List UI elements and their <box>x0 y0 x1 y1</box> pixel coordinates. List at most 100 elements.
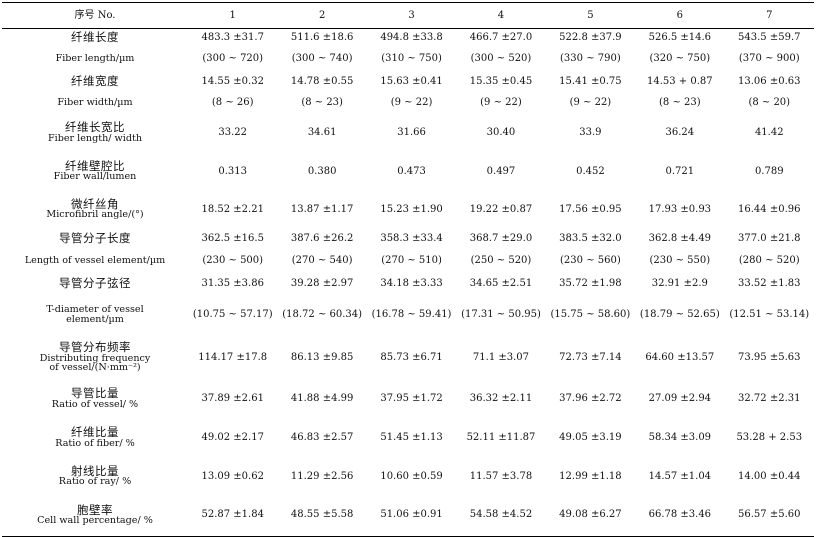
value-cell: 522.8 ±37.9 <box>559 31 622 43</box>
table-row: Length of vessel element/µm (230 ~ 500) (2… <box>2 250 814 273</box>
value-cell: 85.73 ±6.71 <box>380 351 443 363</box>
header-cell-6: 6 <box>635 2 725 29</box>
value-cell: 543.5 ±59.7 <box>738 31 801 43</box>
row-label-line: Microfibril angle/(°) <box>46 209 144 221</box>
value-cell: 33.22 <box>218 127 248 138</box>
value-cell: 41.88 ±4.99 <box>290 393 354 404</box>
row-label-line: Fiber length/µm <box>55 53 135 65</box>
row-label: Fiber width/µm <box>2 92 188 115</box>
value-cell: 511.6 ±18.6 <box>290 31 354 43</box>
value-cell: 362.8 ±4.49 <box>648 232 712 244</box>
value-cell: 31.35 ±3.86 <box>201 277 264 289</box>
value-cell: (300 ~ 740) <box>291 53 353 64</box>
value-cell: (15.75 ~ 58.60) <box>550 308 631 320</box>
value-cell: 33.9 <box>579 127 602 138</box>
table-row: 胞壁率 Cell wall percentage/ % 52.87 ±1.84 48.… <box>2 495 814 537</box>
value-cell: 73.95 ±5.63 <box>738 351 801 363</box>
value-cell: 0.497 <box>486 165 516 177</box>
row-label-line: Fiber wall/lumen <box>53 171 137 183</box>
row-label-line: 导管分子长度 <box>59 230 131 245</box>
row-label: 纤维长度 <box>2 29 188 47</box>
value-cell: 35.72 ±1.98 <box>559 277 622 289</box>
value-cell: 49.05 ±3.19 <box>559 432 622 443</box>
value-cell: 15.41 ±0.75 <box>559 75 622 87</box>
value-cell: (320 ~ 750) <box>649 53 711 64</box>
table-row: 纤维长度 483.3 ±31.7 511.6 ±18.6 494.8 ±33.8 466… <box>2 29 814 47</box>
value-cell: 17.56 ±0.95 <box>559 203 622 215</box>
value-cell: 13.09 ±0.62 <box>201 470 264 482</box>
value-cell: 368.7 ±29.0 <box>469 232 533 244</box>
value-cell: 114.17 ±17.8 <box>198 351 268 363</box>
value-cell: 30.40 <box>486 127 516 138</box>
table-row: T-diameter of vessel element/µm (10.75 ~ 5… <box>2 295 814 335</box>
value-cell: 36.32 ±2.11 <box>469 393 533 404</box>
value-cell: (8 ~ 23) <box>301 97 343 108</box>
value-cell: 526.5 ±14.6 <box>648 31 712 43</box>
value-cell: 19.22 ±0.87 <box>469 203 533 215</box>
value-cell: 86.13 ±9.85 <box>290 351 354 363</box>
value-cell: (8 ~ 20) <box>748 97 791 108</box>
value-cell: (300 ~ 720) <box>202 53 264 64</box>
value-cell: (17.31 ~ 50.95) <box>461 308 541 320</box>
row-label-line: 导管分子弦径 <box>59 275 131 290</box>
value-cell: 16.44 ±0.96 <box>738 203 801 215</box>
row-label-line: Fiber length/ width <box>47 132 143 144</box>
row-label: T-diameter of vessel element/µm <box>2 295 188 335</box>
value-cell: 41.42 <box>754 127 784 138</box>
header-cell-4: 4 <box>456 2 546 29</box>
row-label-line: 射线比量 <box>71 463 119 478</box>
header-cell-1: 1 <box>188 2 278 29</box>
value-cell: (12.51 ~ 53.14) <box>729 308 810 320</box>
row-label: 纤维宽度 <box>2 72 188 92</box>
value-cell: 17.93 ±0.93 <box>648 203 712 215</box>
table-row: 导管比量 Ratio of vessel/ % 37.89 ±2.61 41.88 ±… <box>2 381 814 418</box>
value-cell: 48.55 ±5.58 <box>290 509 354 521</box>
header-cell-7: 7 <box>724 2 814 29</box>
row-label: 导管比量 Ratio of vessel/ % <box>2 381 188 418</box>
row-label: 导管分子长度 <box>2 228 188 250</box>
value-cell: 13.06 ±0.63 <box>738 75 801 87</box>
value-cell: 0.313 <box>218 165 248 177</box>
row-label: Fiber length/µm <box>2 47 188 72</box>
table-body: 纤维长度 483.3 ±31.7 511.6 ±18.6 494.8 ±33.8 466… <box>2 29 814 537</box>
table-row: 纤维壁腔比 Fiber wall/lumen 0.313 0.380 0.473 0.49… <box>2 152 814 192</box>
table-row: 纤维长宽比 Fiber length/ width 33.22 34.61 31.66 3… <box>2 115 814 152</box>
value-cell: 383.5 ±32.0 <box>559 232 622 244</box>
row-label-line: 纤维比量 <box>71 425 119 440</box>
value-cell: 37.96 ±2.72 <box>559 393 622 404</box>
value-cell: 51.45 ±1.13 <box>380 432 443 443</box>
value-cell: 15.23 ±1.90 <box>380 203 443 215</box>
value-cell: 72.73 ±7.14 <box>559 351 622 363</box>
row-label-line: Length of vessel element/µm <box>24 255 166 267</box>
value-cell: 49.02 ±2.17 <box>201 432 264 443</box>
value-cell: (230 ~ 550) <box>649 255 711 266</box>
value-cell: 15.63 ±0.41 <box>380 75 443 87</box>
value-cell: (230 ~ 500) <box>202 255 264 266</box>
value-cell: 494.8 ±33.8 <box>380 31 443 43</box>
value-cell: 483.3 ±31.7 <box>201 31 264 43</box>
table-row: 纤维宽度 14.55 ±0.32 14.78 ±0.55 15.63 ±0.41 15.… <box>2 72 814 92</box>
row-label-line: Fiber width/µm <box>57 97 133 109</box>
table-row: 导管分子长度 362.5 ±16.5 387.6 ±26.2 358.3 ±33.4 3… <box>2 228 814 250</box>
value-cell: 58.34 ±3.09 <box>648 432 712 443</box>
row-label-line: of vessel/(N·mm⁻²) <box>49 362 141 374</box>
value-cell: 14.78 ±0.55 <box>290 75 354 87</box>
value-cell: (9 ~ 22) <box>390 97 433 108</box>
value-cell: (230 ~ 560) <box>560 255 621 266</box>
table-row: 导管分布频率 Distributing frequency of vessel/(N… <box>2 335 814 381</box>
value-cell: 14.55 ±0.32 <box>201 75 264 87</box>
value-cell: 53.28 + 2.53 <box>736 432 803 443</box>
row-label-line: Distributing frequency <box>39 352 151 364</box>
table-row: 纤维比量 Ratio of fiber/ % 49.02 ±2.17 46.83 ±2… <box>2 418 814 459</box>
value-cell: (10.75 ~ 57.17) <box>192 308 273 320</box>
value-cell: 34.65 ±2.51 <box>469 277 533 289</box>
value-cell: 0.473 <box>397 165 426 177</box>
table-row: 微纤丝角 Microfibril angle/(°) 18.52 ±2.21 13.8… <box>2 192 814 228</box>
value-cell: (250 ~ 520) <box>470 255 532 266</box>
row-label: 微纤丝角 Microfibril angle/(°) <box>2 192 188 228</box>
row-label: 导管分子弦径 <box>2 273 188 295</box>
row-label-line: Cell wall percentage/ % <box>37 515 153 527</box>
value-cell: 466.7 ±27.0 <box>469 31 533 43</box>
value-cell: 10.60 ±0.59 <box>380 470 443 482</box>
